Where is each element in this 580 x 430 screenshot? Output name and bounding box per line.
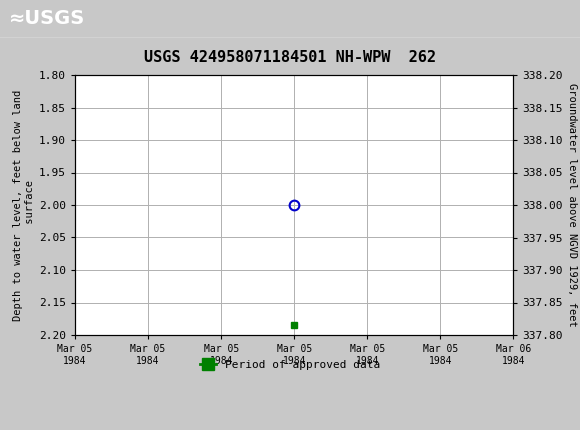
Y-axis label: Depth to water level, feet below land
 surface: Depth to water level, feet below land su…: [13, 89, 35, 321]
Legend: Period of approved data: Period of approved data: [195, 356, 385, 375]
Text: USGS 424958071184501 NH-WPW  262: USGS 424958071184501 NH-WPW 262: [144, 49, 436, 64]
Y-axis label: Groundwater level above NGVD 1929, feet: Groundwater level above NGVD 1929, feet: [567, 83, 577, 327]
Text: ≈USGS: ≈USGS: [9, 9, 85, 28]
